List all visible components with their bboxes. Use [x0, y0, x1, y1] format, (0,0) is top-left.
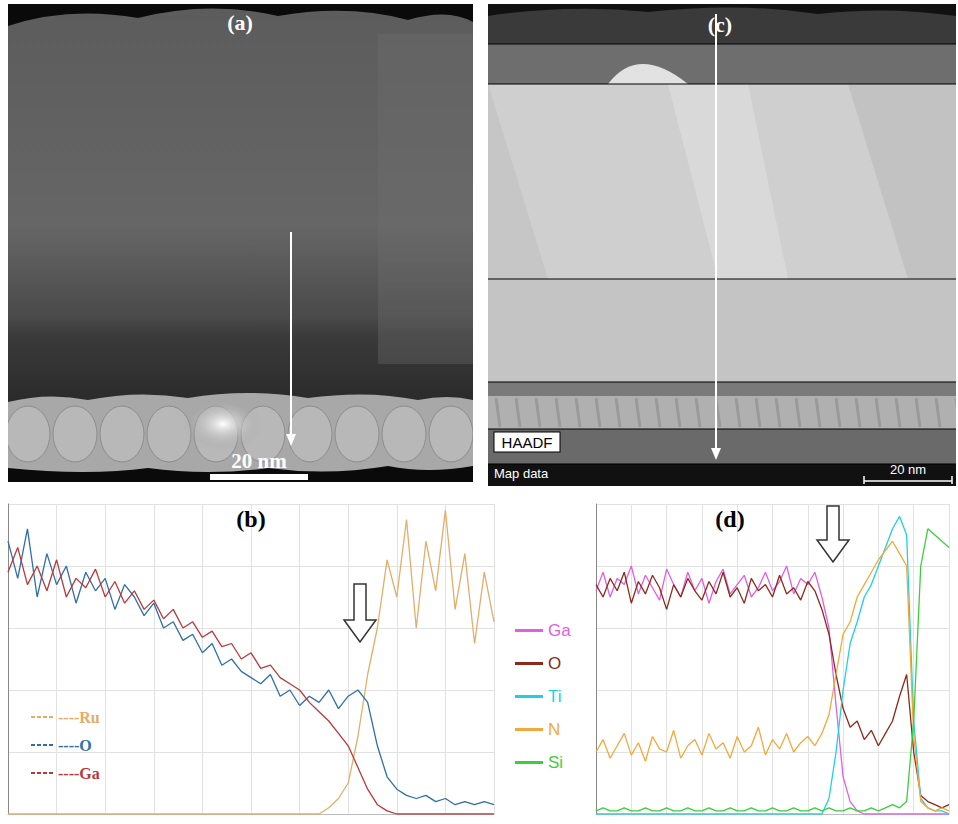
svg-text:N: N	[548, 720, 560, 739]
svg-text:----Ru: ----Ru	[58, 709, 100, 726]
svg-text:20 nm: 20 nm	[231, 449, 287, 473]
svg-text:20 nm: 20 nm	[890, 462, 926, 477]
svg-text:Map data: Map data	[494, 466, 549, 481]
svg-text:Ga: Ga	[548, 621, 571, 640]
svg-text:Si: Si	[548, 753, 563, 772]
svg-text:O: O	[548, 654, 561, 673]
svg-text:(a): (a)	[227, 10, 253, 35]
svg-text:----Ga: ----Ga	[58, 765, 100, 782]
svg-text:Ti: Ti	[548, 687, 562, 706]
svg-text:(c): (c)	[708, 12, 732, 37]
svg-text:HAADF: HAADF	[502, 434, 553, 451]
svg-text:----O: ----O	[58, 737, 92, 754]
svg-text:(d): (d)	[715, 506, 744, 532]
svg-text:(b): (b)	[236, 506, 265, 532]
